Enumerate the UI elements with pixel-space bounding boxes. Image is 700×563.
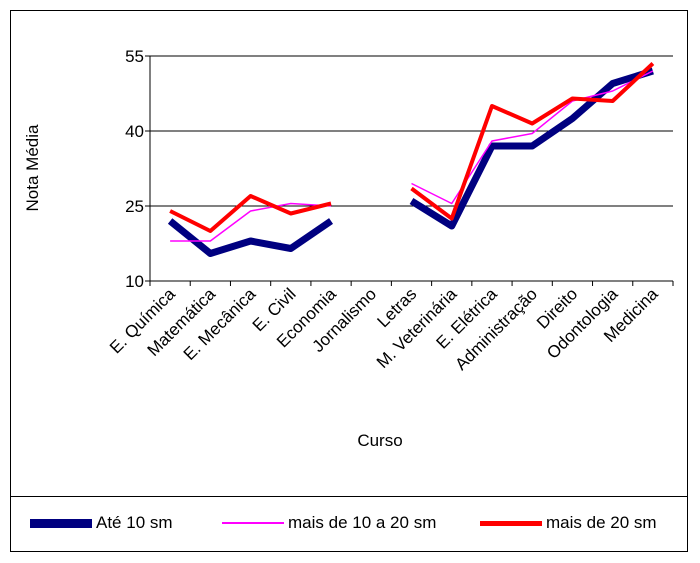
- legend-swatch: [222, 522, 284, 524]
- legend-label: Até 10 sm: [96, 513, 173, 532]
- series-line: [410, 62, 655, 221]
- legend-swatch: [30, 518, 92, 528]
- axes: [149, 56, 674, 286]
- y-axis-title: Nota Média: [23, 124, 42, 211]
- y-tick-label: 10: [125, 272, 144, 291]
- y-tick-label: 55: [125, 47, 144, 66]
- legend-label: mais de 20 sm: [546, 513, 657, 532]
- legend-item: mais de 20 sm: [480, 513, 657, 533]
- series-line: [167, 218, 334, 257]
- x-axis-title: Curso: [357, 431, 402, 450]
- series-line: [170, 202, 332, 242]
- y-tick-label: 25: [125, 197, 144, 216]
- series-line: [409, 67, 654, 230]
- y-tick-labels: 10 25 40 55: [125, 47, 144, 291]
- series-line: [169, 194, 332, 233]
- y-tick-label: 40: [125, 122, 144, 141]
- legend-label: mais de 10 a 20 sm: [288, 513, 437, 532]
- legend-item: mais de 10 a 20 sm: [222, 513, 436, 533]
- legend-item: Até 10 sm: [30, 513, 173, 533]
- legend: Até 10 sm mais de 10 a 20 sm mais de 20 sm: [10, 496, 688, 552]
- series-line: [411, 70, 654, 205]
- series-lines: [167, 62, 655, 257]
- legend-swatch: [480, 520, 542, 526]
